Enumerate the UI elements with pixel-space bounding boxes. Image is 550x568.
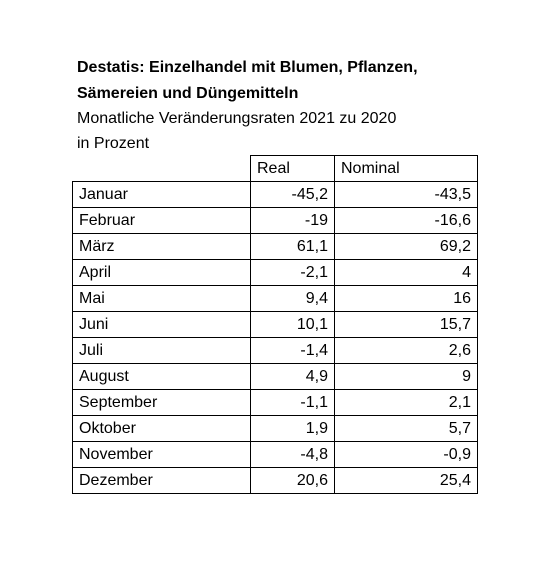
row-label: Juli bbox=[72, 337, 251, 364]
row-nominal-value: 2,6 bbox=[334, 337, 478, 364]
row-real-value: 61,1 bbox=[250, 233, 335, 260]
table-subtitle-line-2: in Prozent bbox=[77, 135, 150, 152]
row-label: April bbox=[72, 259, 251, 286]
row-nominal-value: 69,2 bbox=[334, 233, 478, 260]
row-nominal-value: 5,7 bbox=[334, 415, 478, 442]
row-nominal-value: 15,7 bbox=[334, 311, 478, 338]
row-real-value: 9,4 bbox=[250, 285, 335, 312]
row-real-value: 4,9 bbox=[250, 363, 335, 390]
row-real-value: 20,6 bbox=[250, 467, 335, 494]
table-row: März 61,1 69,2 bbox=[72, 233, 478, 260]
table-header-row: Real Nominal bbox=[73, 155, 478, 182]
row-label: März bbox=[72, 233, 251, 260]
row-label: Juni bbox=[72, 311, 251, 338]
table-row: Oktober 1,9 5,7 bbox=[72, 415, 478, 442]
row-real-value: -19 bbox=[250, 207, 335, 234]
row-nominal-value: 4 bbox=[334, 259, 478, 286]
row-real-value: -2,1 bbox=[250, 259, 335, 286]
row-nominal-value: -16,6 bbox=[334, 207, 478, 234]
table-row: Juni 10,1 15,7 bbox=[72, 311, 478, 338]
header-empty-cell bbox=[73, 156, 251, 182]
row-label: September bbox=[72, 389, 251, 416]
row-label: Januar bbox=[72, 181, 251, 208]
table-title-line-2: Sämereien und Düngemitteln bbox=[77, 85, 299, 102]
header-real: Real bbox=[250, 155, 335, 182]
row-label: August bbox=[72, 363, 251, 390]
table-row: Mai 9,4 16 bbox=[72, 285, 478, 312]
table-row: August 4,9 9 bbox=[72, 363, 478, 390]
table-title-line-1: Destatis: Einzelhandel mit Blumen, Pflan… bbox=[77, 59, 418, 76]
row-real-value: 1,9 bbox=[250, 415, 335, 442]
row-nominal-value: 9 bbox=[334, 363, 478, 390]
row-nominal-value: 16 bbox=[334, 285, 478, 312]
row-label: Mai bbox=[72, 285, 251, 312]
table-row: Februar -19 -16,6 bbox=[72, 207, 478, 234]
row-label: November bbox=[72, 441, 251, 468]
table-title: Destatis: Einzelhandel mit Blumen, Pflan… bbox=[77, 55, 517, 107]
row-nominal-value: 2,1 bbox=[334, 389, 478, 416]
row-real-value: 10,1 bbox=[250, 311, 335, 338]
table-row: Juli -1,4 2,6 bbox=[72, 337, 478, 364]
row-label: Februar bbox=[72, 207, 251, 234]
row-real-value: -1,1 bbox=[250, 389, 335, 416]
table-row: November -4,8 -0,9 bbox=[72, 441, 478, 468]
row-nominal-value: 25,4 bbox=[334, 467, 478, 494]
row-nominal-value: -43,5 bbox=[334, 181, 478, 208]
table-row: Dezember 20,6 25,4 bbox=[72, 467, 478, 494]
row-real-value: -4,8 bbox=[250, 441, 335, 468]
row-real-value: -45,2 bbox=[250, 181, 335, 208]
table-subtitle: Monatliche Veränderungsraten 2021 zu 202… bbox=[77, 106, 517, 156]
header-nominal: Nominal bbox=[334, 155, 478, 182]
row-real-value: -1,4 bbox=[250, 337, 335, 364]
table-body: Januar -45,2 -43,5 Februar -19 -16,6 März 61,1 6… bbox=[72, 181, 478, 494]
table-row: September -1,1 2,1 bbox=[72, 389, 478, 416]
table-row: April -2,1 4 bbox=[72, 259, 478, 286]
data-table: Real Nominal Januar -45,2 -43,5 Februar -19-… bbox=[72, 155, 478, 494]
table-subtitle-line-1: Monatliche Veränderungsraten 2021 zu 202… bbox=[77, 110, 397, 127]
row-label: Oktober bbox=[72, 415, 251, 442]
row-nominal-value: -0,9 bbox=[334, 441, 478, 468]
table-row: Januar -45,2 -43,5 bbox=[72, 181, 478, 208]
row-label: Dezember bbox=[72, 467, 251, 494]
